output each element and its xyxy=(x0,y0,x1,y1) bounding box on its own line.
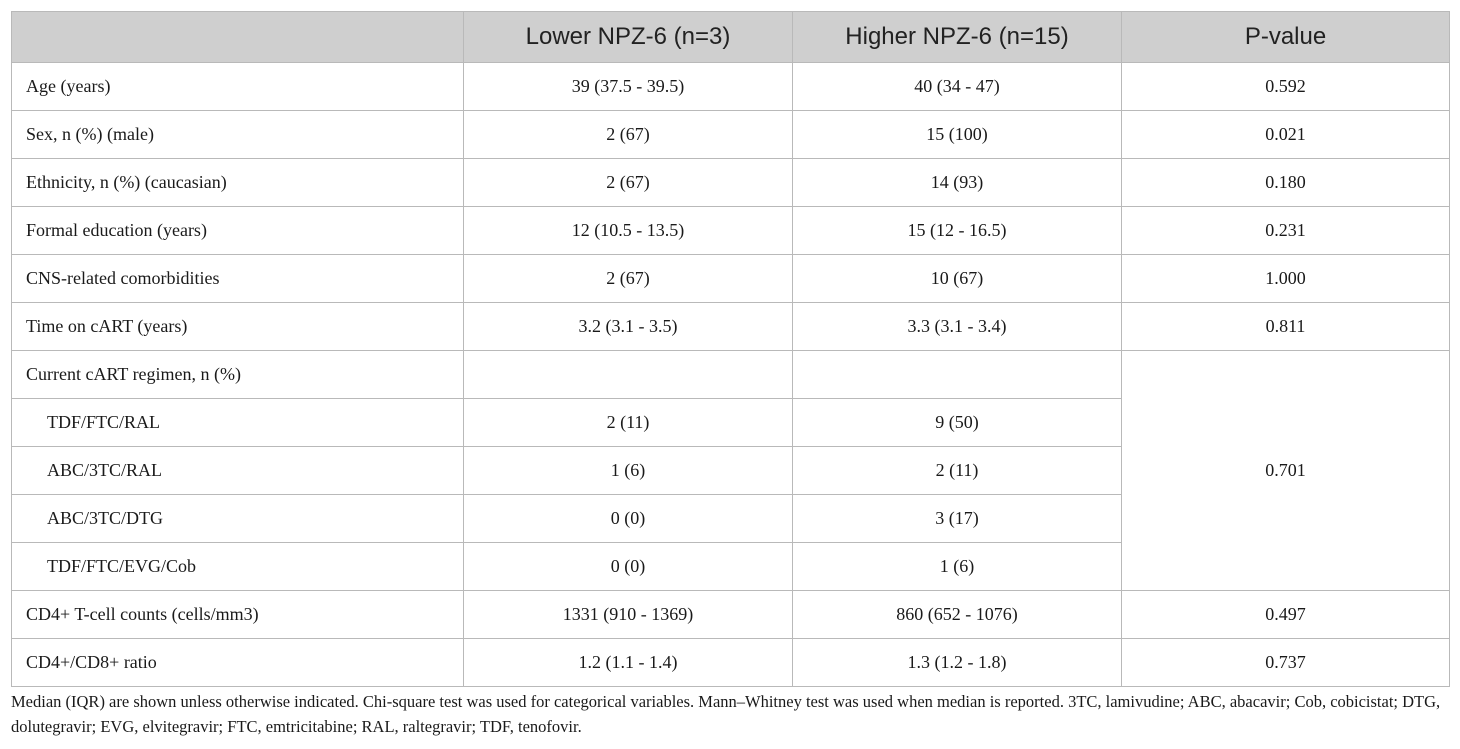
p-value: 0.231 xyxy=(1121,206,1450,255)
higher-value: 14 (93) xyxy=(792,158,1122,207)
higher-value: 40 (34 - 47) xyxy=(792,62,1122,111)
regimen-sublabel: ABC/3TC/DTG xyxy=(11,494,464,543)
row-label: CD4+ T-cell counts (cells/mm3) xyxy=(11,590,464,639)
header-row: Lower NPZ-6 (n=3) Higher NPZ-6 (n=15) P-… xyxy=(11,11,1450,63)
lower-value: 39 (37.5 - 39.5) xyxy=(463,62,793,111)
regimen-header-row: Current cART regimen, n (%) 0.701 xyxy=(11,350,1450,591)
p-value: 0.021 xyxy=(1121,110,1450,159)
higher-value: 2 (11) xyxy=(792,446,1122,495)
p-value: 0.737 xyxy=(1121,638,1450,687)
row-label: CNS-related comorbidities xyxy=(11,254,464,303)
row-label: Time on cART (years) xyxy=(11,302,464,351)
lower-value: 2 (67) xyxy=(463,158,793,207)
lower-value: 1 (6) xyxy=(463,446,793,495)
table-row: Time on cART (years) 3.2 (3.1 - 3.5) 3.3… xyxy=(11,302,1450,351)
higher-value: 15 (100) xyxy=(792,110,1122,159)
regimen-subrow: TDF/FTC/EVG/Cob 0 (0) 1 (6) xyxy=(11,542,1450,591)
regimen-lower-empty xyxy=(463,350,793,399)
row-label: Age (years) xyxy=(11,62,464,111)
regimen-sublabel: ABC/3TC/RAL xyxy=(11,446,464,495)
table-row: CNS-related comorbidities 2 (67) 10 (67)… xyxy=(11,254,1450,303)
regimen-sublabel: TDF/FTC/EVG/Cob xyxy=(11,542,464,591)
header-cell-p-value: P-value xyxy=(1121,11,1450,63)
table-row: Formal education (years) 12 (10.5 - 13.5… xyxy=(11,206,1450,255)
p-value: 0.592 xyxy=(1121,62,1450,111)
lower-value: 1.2 (1.1 - 1.4) xyxy=(463,638,793,687)
higher-value: 10 (67) xyxy=(792,254,1122,303)
regimen-label: Current cART regimen, n (%) xyxy=(11,350,464,399)
lower-value: 1331 (910 - 1369) xyxy=(463,590,793,639)
higher-value: 3 (17) xyxy=(792,494,1122,543)
lower-value: 3.2 (3.1 - 3.5) xyxy=(463,302,793,351)
row-label: Sex, n (%) (male) xyxy=(11,110,464,159)
higher-value: 15 (12 - 16.5) xyxy=(792,206,1122,255)
row-label: CD4+/CD8+ ratio xyxy=(11,638,464,687)
table-row: Ethnicity, n (%) (caucasian) 2 (67) 14 (… xyxy=(11,158,1450,207)
p-value: 1.000 xyxy=(1121,254,1450,303)
table-row: CD4+/CD8+ ratio 1.2 (1.1 - 1.4) 1.3 (1.2… xyxy=(11,638,1450,687)
lower-value: 2 (67) xyxy=(463,254,793,303)
row-label: Ethnicity, n (%) (caucasian) xyxy=(11,158,464,207)
regimen-higher-empty xyxy=(792,350,1122,399)
table-row: CD4+ T-cell counts (cells/mm3) 1331 (910… xyxy=(11,590,1450,639)
lower-value: 2 (11) xyxy=(463,398,793,447)
header-cell-lower-npz6: Lower NPZ-6 (n=3) xyxy=(463,11,793,63)
p-value: 0.811 xyxy=(1121,302,1450,351)
regimen-sublabel: TDF/FTC/RAL xyxy=(11,398,464,447)
table-row: Age (years) 39 (37.5 - 39.5) 40 (34 - 47… xyxy=(11,62,1450,111)
regimen-subrow: ABC/3TC/DTG 0 (0) 3 (17) xyxy=(11,494,1450,543)
higher-value: 1 (6) xyxy=(792,542,1122,591)
higher-value: 860 (652 - 1076) xyxy=(792,590,1122,639)
higher-value: 3.3 (3.1 - 3.4) xyxy=(792,302,1122,351)
lower-value: 2 (67) xyxy=(463,110,793,159)
lower-value: 0 (0) xyxy=(463,494,793,543)
regimen-subrow: ABC/3TC/RAL 1 (6) 2 (11) xyxy=(11,446,1450,495)
regimen-p-value: 0.701 xyxy=(1121,350,1450,591)
p-value: 0.180 xyxy=(1121,158,1450,207)
header-cell-blank xyxy=(11,11,464,63)
higher-value: 1.3 (1.2 - 1.8) xyxy=(792,638,1122,687)
data-table: Lower NPZ-6 (n=3) Higher NPZ-6 (n=15) P-… xyxy=(11,11,1450,687)
header-cell-higher-npz6: Higher NPZ-6 (n=15) xyxy=(792,11,1122,63)
regimen-subrow: TDF/FTC/RAL 2 (11) 9 (50) xyxy=(11,398,1450,447)
lower-value: 12 (10.5 - 13.5) xyxy=(463,206,793,255)
row-label: Formal education (years) xyxy=(11,206,464,255)
data-table-container: Lower NPZ-6 (n=3) Higher NPZ-6 (n=15) P-… xyxy=(11,11,1450,687)
p-value: 0.497 xyxy=(1121,590,1450,639)
table-row: Sex, n (%) (male) 2 (67) 15 (100) 0.021 xyxy=(11,110,1450,159)
lower-value: 0 (0) xyxy=(463,542,793,591)
higher-value: 9 (50) xyxy=(792,398,1122,447)
table-footnote: Median (IQR) are shown unless otherwise … xyxy=(11,692,1441,736)
